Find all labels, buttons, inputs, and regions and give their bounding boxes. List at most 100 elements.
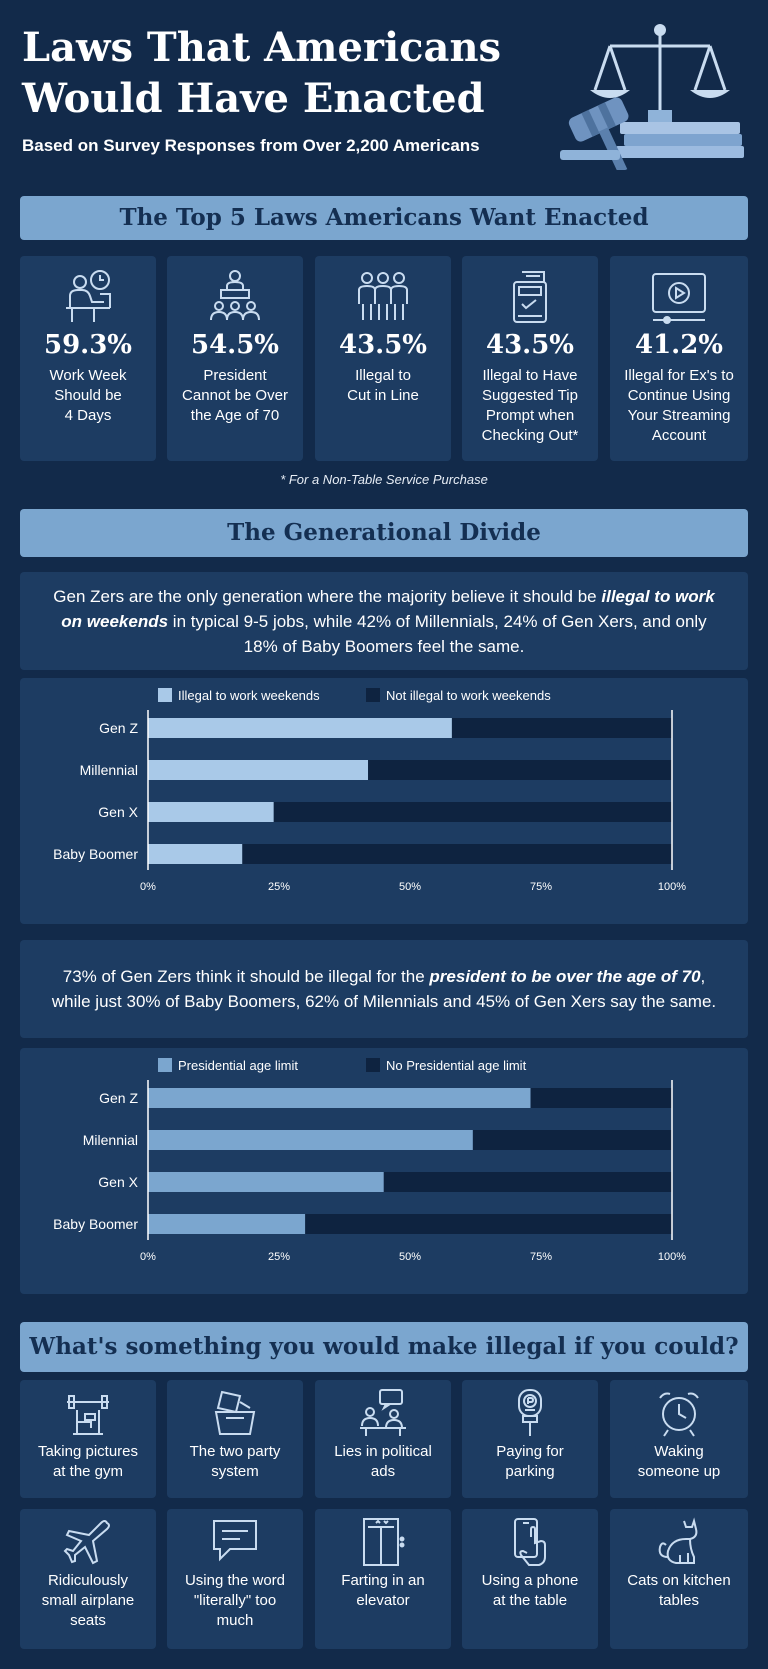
category-label: Gen Z — [99, 1090, 138, 1106]
stat-label: Work Week Should be 4 Days — [49, 367, 127, 424]
illegal-item-gym: Taking pictures at the gym — [20, 1380, 156, 1498]
president-quote-emphasis: president to be over the age of 70 — [429, 967, 701, 986]
stat-card-president-age: 54.5% President Cannot be Over the Age of … — [167, 256, 303, 461]
president-chart-panel: Presidential age limit No Presidential ag… — [20, 1048, 748, 1294]
illegal-item-label: Paying for parking — [496, 1443, 564, 1480]
category-label: Gen Z — [99, 720, 138, 736]
ballot-box-icon — [214, 1390, 256, 1435]
payment-terminal-icon — [513, 271, 547, 323]
bar-no — [273, 802, 672, 822]
scales-gavel-books-icon — [560, 24, 744, 170]
weekend-quote: Gen Zers are the only generation where t… — [20, 572, 748, 670]
gym-weights-icon — [67, 1395, 109, 1435]
elevator-icon — [363, 1518, 405, 1566]
illegal-item-elevator: Farting in an elevator — [315, 1509, 451, 1649]
tick-label: 100% — [658, 881, 686, 893]
cat-icon — [658, 1517, 698, 1564]
video-player-icon — [652, 273, 706, 324]
desk-worker-clock-icon — [66, 270, 111, 322]
legend-label: Presidential age limit — [178, 1058, 298, 1073]
bar-no — [368, 760, 672, 780]
legend-label: No Presidential age limit — [386, 1058, 527, 1073]
stat-percent: 43.5% — [485, 330, 575, 360]
bar-yes — [148, 1214, 306, 1234]
stat-percent: 41.2% — [634, 330, 724, 360]
stat-percent: 59.3% — [43, 330, 133, 360]
alarm-clock-icon — [659, 1392, 699, 1437]
legend-swatch — [158, 688, 172, 702]
speech-bubble-icon — [213, 1520, 257, 1562]
illegal-item-airplane: Ridiculously small airplane seats — [20, 1509, 156, 1649]
tick-label: 50% — [399, 1251, 421, 1263]
illegal-item-label: Using a phone at the table — [481, 1572, 579, 1609]
stat-card-streaming: 41.2% Illegal for Ex's to Continue Using Y… — [610, 256, 748, 461]
illegal-item-label: Farting in an elevator — [341, 1572, 425, 1609]
illegal-item-two-party: The two party system — [167, 1380, 303, 1498]
illegal-item-label: Taking pictures at the gym — [37, 1443, 139, 1480]
top5-heading: The Top 5 Laws Americans Want Enacted — [20, 196, 748, 240]
bar-no — [305, 1214, 672, 1234]
weekend-work-chart: Illegal to work weekends Not illegal to w… — [53, 688, 686, 893]
stat-card-4-day-week: 59.3% Work Week Should be 4 Days — [20, 256, 156, 461]
bar-yes — [148, 1172, 384, 1192]
people-line-icon — [358, 272, 408, 320]
illegal-item-political-ads: Lies in political ads — [315, 1380, 451, 1498]
tick-label: 50% — [399, 881, 421, 893]
illegal-item-parking: Paying for parking — [462, 1380, 598, 1498]
bar-no — [472, 1130, 672, 1150]
airplane-icon — [63, 1520, 110, 1565]
bar-yes — [148, 760, 369, 780]
illegal-item-label: The two party system — [189, 1443, 281, 1480]
bar-no — [242, 844, 672, 864]
tick-label: 100% — [658, 1251, 686, 1263]
bar-yes — [148, 718, 452, 738]
stat-label: President Cannot be Over the Age of 70 — [182, 367, 288, 424]
president-quote: 73% of Gen Zers think it should be illeg… — [20, 940, 748, 1038]
legend-swatch — [366, 1058, 380, 1072]
illegal-item-label: Ridiculously small airplane seats — [41, 1572, 135, 1629]
illegal-heading: What's something you would make illegal … — [20, 1322, 748, 1372]
legend-swatch — [158, 1058, 172, 1072]
illegal-item-waking: Waking someone up — [610, 1380, 748, 1498]
bar-yes — [148, 844, 243, 864]
debate-speech-icon — [360, 1389, 406, 1436]
legend-label: Not illegal to work weekends — [386, 688, 551, 703]
phone-hand-icon — [514, 1518, 546, 1566]
legend-swatch — [366, 688, 380, 702]
illegal-item-label: Lies in political ads — [334, 1443, 432, 1480]
category-label: Baby Boomer — [53, 1216, 138, 1232]
stat-label: Illegal to Have Suggested Tip Prompt when C… — [481, 367, 579, 444]
stat-card-tip-prompt: 43.5% Illegal to Have Suggested Tip Prompt… — [462, 256, 598, 461]
footnote: * For a Non-Table Service Purchase — [280, 472, 488, 487]
bar-no — [383, 1172, 672, 1192]
tick-label: 0% — [140, 1251, 156, 1263]
category-label: Baby Boomer — [53, 846, 138, 862]
illegal-item-cats: Cats on kitchen tables — [610, 1509, 748, 1649]
category-label: Milennial — [83, 1132, 138, 1148]
bar-yes — [148, 1130, 473, 1150]
stat-percent: 43.5% — [338, 330, 428, 360]
tick-label: 0% — [140, 881, 156, 893]
podium-audience-icon — [210, 270, 260, 321]
bar-no — [451, 718, 672, 738]
category-label: Millennial — [80, 762, 138, 778]
generational-heading: The Generational Divide — [20, 509, 748, 557]
illegal-item-label: Using the word "literally" too much — [184, 1572, 286, 1629]
category-label: Gen X — [98, 1174, 138, 1190]
bar-yes — [148, 1088, 531, 1108]
presidential-age-chart: Presidential age limit No Presidential ag… — [53, 1058, 686, 1263]
tick-label: 25% — [268, 1251, 290, 1263]
stat-label: Illegal for Ex's to Continue Using Your St… — [624, 367, 734, 444]
title-line-2: Would Have Enacted — [22, 75, 485, 122]
tick-label: 25% — [268, 881, 290, 893]
page-title: Laws That Americans Would Have Enacted — [22, 22, 582, 124]
tick-label: 75% — [530, 1251, 552, 1263]
illegal-item-label: Waking someone up — [637, 1443, 721, 1480]
stat-label: Illegal to Cut in Line — [347, 367, 419, 404]
bar-yes — [148, 802, 274, 822]
stat-card-cut-in-line: 43.5% Illegal to Cut in Line — [315, 256, 451, 461]
title-line-1: Laws That Americans — [22, 24, 502, 71]
stat-percent: 54.5% — [190, 330, 280, 360]
page-subtitle: Based on Survey Responses from Over 2,20… — [22, 136, 480, 155]
weekend-chart-panel: Illegal to work weekends Not illegal to w… — [20, 678, 748, 924]
